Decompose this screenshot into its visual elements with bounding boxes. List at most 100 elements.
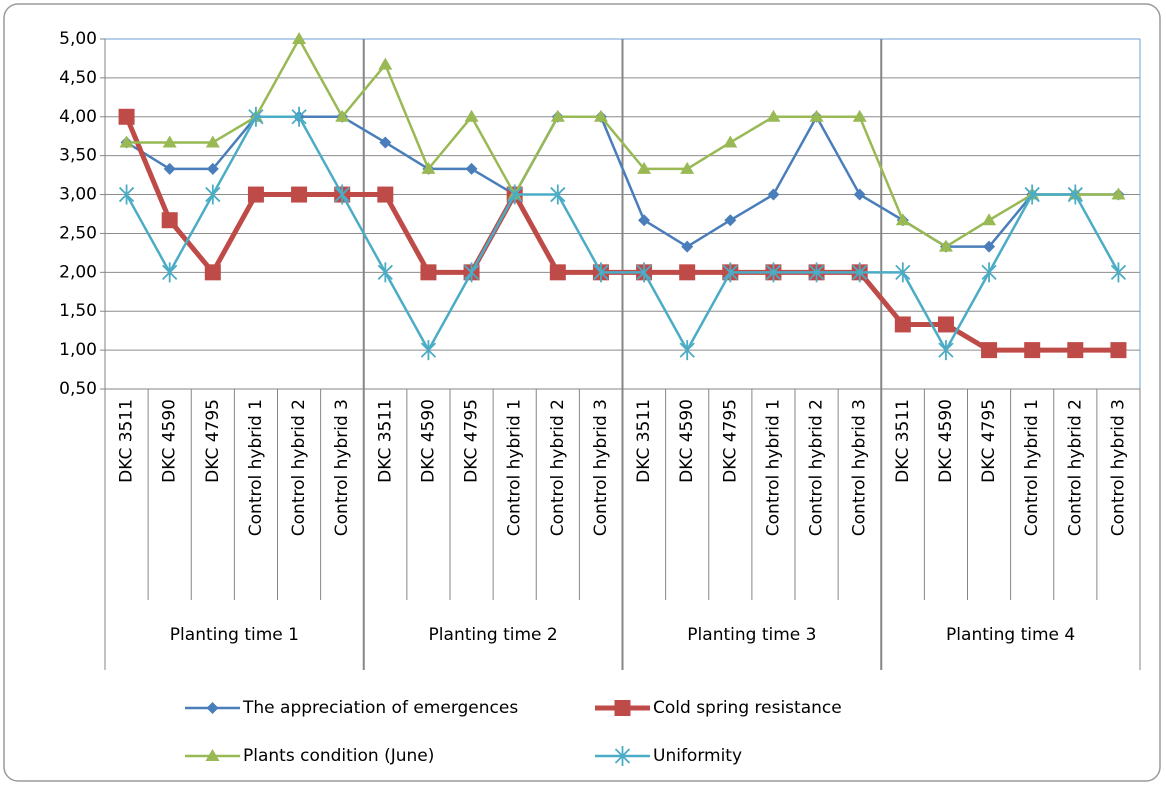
x-tick-label: DKC 4795 — [720, 399, 740, 483]
marker — [852, 262, 868, 283]
group-label: Planting time 3 — [687, 625, 816, 645]
marker — [766, 109, 781, 122]
x-tick-label: Control hybrid 3 — [850, 399, 870, 536]
x-tick-label: DKC 3511 — [117, 399, 137, 483]
marker — [679, 264, 696, 281]
y-tick-label: 4,50 — [59, 68, 97, 88]
y-tick-label: 1,50 — [59, 301, 97, 321]
marker — [852, 109, 867, 122]
marker — [982, 213, 997, 226]
y-tick-label: 3,00 — [59, 185, 97, 205]
x-tick-label: DKC 3511 — [375, 399, 395, 483]
marker — [1024, 342, 1041, 359]
marker — [420, 340, 437, 361]
y-tick-label: 5,00 — [59, 29, 97, 49]
marker — [206, 702, 219, 714]
marker — [765, 262, 782, 283]
marker — [205, 135, 220, 148]
marker — [895, 262, 911, 283]
marker — [981, 262, 997, 283]
marker — [614, 746, 631, 766]
marker — [722, 262, 738, 283]
group-label: Planting time 4 — [946, 625, 1075, 645]
x-tick-label: DKC 4795 — [979, 399, 999, 483]
x-tick-label: DKC 3511 — [634, 399, 654, 483]
marker — [636, 262, 652, 283]
marker — [378, 57, 393, 70]
x-tick-label: Control hybrid 1 — [1022, 399, 1042, 536]
marker — [335, 109, 350, 122]
x-tick-label: DKC 4590 — [160, 399, 180, 483]
marker — [291, 186, 308, 203]
marker — [163, 162, 176, 175]
x-tick-label: Control hybrid 2 — [1065, 399, 1085, 536]
group-label: Planting time 1 — [170, 625, 299, 645]
marker — [1111, 187, 1126, 200]
marker — [549, 264, 566, 281]
marker — [162, 135, 177, 148]
marker — [379, 136, 392, 149]
legend: The appreciation of emergences Cold sprin… — [185, 698, 842, 766]
x-tick-label: Control hybrid 1 — [505, 399, 525, 536]
marker — [853, 188, 866, 201]
x-tick-label: DKC 4795 — [203, 399, 223, 483]
x-tick-label: Control hybrid 2 — [289, 399, 309, 536]
x-tick-label: Control hybrid 2 — [807, 399, 827, 536]
legend-label: The appreciation of emergences — [242, 698, 518, 718]
marker — [465, 162, 478, 175]
marker — [291, 106, 307, 127]
marker — [550, 109, 565, 122]
marker — [938, 239, 953, 252]
x-tick-label: DKC 3511 — [893, 399, 913, 483]
marker — [1110, 342, 1127, 359]
chart-frame — [3, 3, 1161, 782]
y-tick-label: 2,00 — [59, 262, 97, 282]
marker — [119, 135, 134, 148]
marker — [118, 108, 135, 125]
y-tick-label: 0,50 — [59, 379, 97, 399]
x-tick-label: Control hybrid 1 — [246, 399, 266, 536]
x-tick-label: DKC 4590 — [936, 399, 956, 483]
marker — [937, 316, 954, 333]
marker — [938, 340, 954, 361]
x-tick-label: Control hybrid 1 — [763, 399, 783, 536]
x-tick-label: Control hybrid 3 — [332, 399, 352, 536]
marker — [206, 162, 219, 175]
marker — [681, 240, 694, 253]
marker — [205, 184, 221, 205]
marker — [420, 264, 437, 281]
marker — [1024, 184, 1040, 205]
marker — [377, 262, 393, 283]
marker — [680, 161, 695, 174]
legend-label: Uniformity — [653, 746, 742, 766]
marker — [161, 212, 178, 229]
marker — [1067, 184, 1083, 205]
marker — [1110, 262, 1127, 283]
axes: 0,50 1,00 1,50 2,00 2,50 3,00 3,50 4,00 4,50 5,00… — [59, 29, 1141, 670]
marker — [637, 161, 652, 174]
marker — [463, 262, 480, 283]
y-tick-label: 4,00 — [59, 107, 97, 127]
marker — [983, 240, 996, 253]
legend-label: Plants condition (June) — [243, 746, 434, 766]
series-line — [125, 115, 1120, 352]
marker — [550, 184, 566, 205]
marker — [593, 109, 608, 122]
marker — [464, 109, 479, 122]
marker — [334, 184, 350, 205]
marker — [248, 106, 264, 127]
marker — [205, 749, 220, 761]
x-tick-label: DKC 4590 — [677, 399, 697, 483]
marker — [895, 213, 910, 226]
marker — [981, 342, 998, 359]
marker — [421, 161, 436, 174]
marker — [723, 135, 738, 148]
series-line — [126, 37, 1119, 248]
y-tick-label: 1,00 — [59, 340, 97, 360]
marker — [162, 262, 178, 283]
marker — [593, 262, 609, 283]
marker — [638, 214, 651, 227]
y-tick-label: 3,50 — [59, 146, 97, 166]
legend-label: Cold spring resistance — [653, 698, 842, 718]
